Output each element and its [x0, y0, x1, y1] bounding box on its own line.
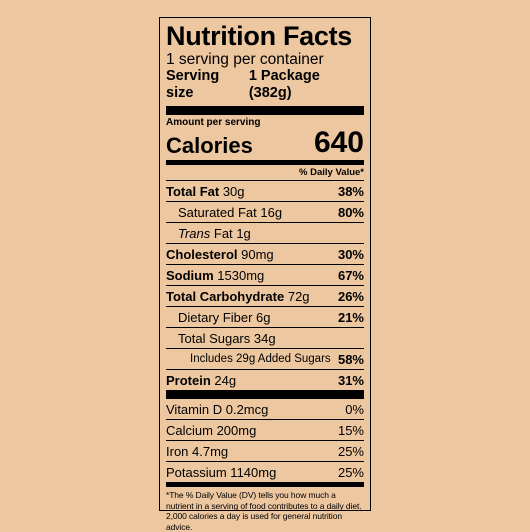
- nutrient-row-total-fat: Total Fat 30g 38%: [166, 181, 364, 202]
- calories-row: Calories 640: [166, 128, 364, 158]
- nutrient-name: Sodium: [166, 267, 214, 283]
- nutrient-dv: 80%: [337, 204, 364, 220]
- daily-value-header: % Daily Value*: [166, 165, 364, 181]
- nutrient-amount: 90mg: [241, 246, 274, 262]
- vitamin-row-potassium: Potassium 1140mg 25%: [166, 462, 364, 482]
- calories-label: Calories: [166, 133, 253, 158]
- divider-thick: [166, 106, 364, 115]
- nutrient-dv: 21%: [337, 309, 364, 325]
- serving-size-label: Serving size: [166, 68, 220, 101]
- amount-per-serving: Amount per serving: [166, 117, 261, 128]
- vitamin-dv: 25%: [337, 443, 364, 459]
- vitamin-row-vitamin-d: Vitamin D 0.2mcg 0%: [166, 399, 364, 420]
- divider-medium: [166, 160, 364, 165]
- nutrient-row-sodium: Sodium 1530mg 67%: [166, 265, 364, 286]
- nutrient-amount: 24g: [214, 372, 237, 388]
- serving-size-row: Serving size 1 Package (382g): [166, 68, 364, 102]
- nutrient-dv: 31%: [337, 372, 364, 388]
- nutrient-dv: 58%: [337, 351, 364, 367]
- nutrient-amount: 6g: [256, 309, 271, 325]
- divider-medium: [166, 482, 364, 487]
- nutrient-row-cholesterol: Cholesterol 90mg 30%: [166, 244, 364, 265]
- nutrient-dv: 26%: [337, 288, 364, 304]
- nutrition-facts-label: Nutrition Facts 1 serving per container …: [159, 17, 371, 532]
- nutrient-name: Total Sugars: [178, 330, 251, 346]
- vitamin-text: Vitamin D 0.2mcg: [166, 401, 269, 417]
- vitamin-dv: 0%: [345, 401, 364, 417]
- nutrient-row-added-sugars: Includes 29g Added Sugars 58%: [166, 349, 364, 370]
- nutrient-name: Total Fat: [166, 183, 220, 199]
- nutrient-amount: 1g: [236, 225, 251, 241]
- nutrient-dv: 30%: [337, 246, 364, 262]
- calories-value: 640: [313, 126, 364, 159]
- nutrient-dv: 38%: [337, 183, 364, 199]
- vitamin-text: Calcium 200mg: [166, 422, 257, 438]
- divider-thick: [166, 390, 364, 399]
- nutrient-amount: 1530mg: [217, 267, 265, 283]
- nutrient-row-saturated-fat: Saturated Fat 16g 80%: [166, 202, 364, 223]
- nutrient-amount: 34g: [253, 330, 276, 346]
- nutrient-name: Cholesterol: [166, 246, 238, 262]
- vitamin-dv: 25%: [337, 464, 364, 480]
- nutrient-amount: 16g: [260, 204, 283, 220]
- serving-size-value: 1 Package (382g): [248, 68, 320, 101]
- vitamin-row-iron: Iron 4.7mg 25%: [166, 441, 364, 462]
- nutrient-row-trans-fat: Trans Fat 1g: [166, 223, 364, 244]
- servings-per-container: 1 serving per container: [166, 51, 324, 68]
- nutrient-name: Total Carbohydrate: [166, 288, 285, 304]
- nutrient-row-dietary-fiber: Dietary Fiber 6g 21%: [166, 307, 364, 328]
- nutrient-name: Includes 29g Added Sugars: [190, 353, 331, 365]
- nutrient-name: Fat: [213, 225, 233, 241]
- nutrient-name: Saturated Fat: [178, 204, 257, 220]
- nutrient-amount: 30g: [222, 183, 245, 199]
- footnote: *The % Daily Value (DV) tells you how mu…: [166, 490, 362, 532]
- nutrient-name: Protein: [166, 372, 211, 388]
- nutrient-name: Dietary Fiber: [178, 309, 253, 325]
- vitamin-text: Potassium 1140mg: [166, 464, 277, 480]
- vitamin-dv: 15%: [337, 422, 364, 438]
- nutrient-amount: 72g: [287, 288, 310, 304]
- nutrient-row-total-carbohydrate: Total Carbohydrate 72g 26%: [166, 286, 364, 307]
- vitamin-text: Iron 4.7mg: [166, 443, 229, 459]
- nutrient-row-total-sugars: Total Sugars 34g: [166, 328, 364, 349]
- nutrient-name-italic: Trans: [178, 225, 211, 241]
- nutrient-row-protein: Protein 24g 31%: [166, 370, 364, 390]
- nutrient-dv: 67%: [337, 267, 364, 283]
- label-title: Nutrition Facts: [166, 21, 353, 51]
- vitamin-row-calcium: Calcium 200mg 15%: [166, 420, 364, 441]
